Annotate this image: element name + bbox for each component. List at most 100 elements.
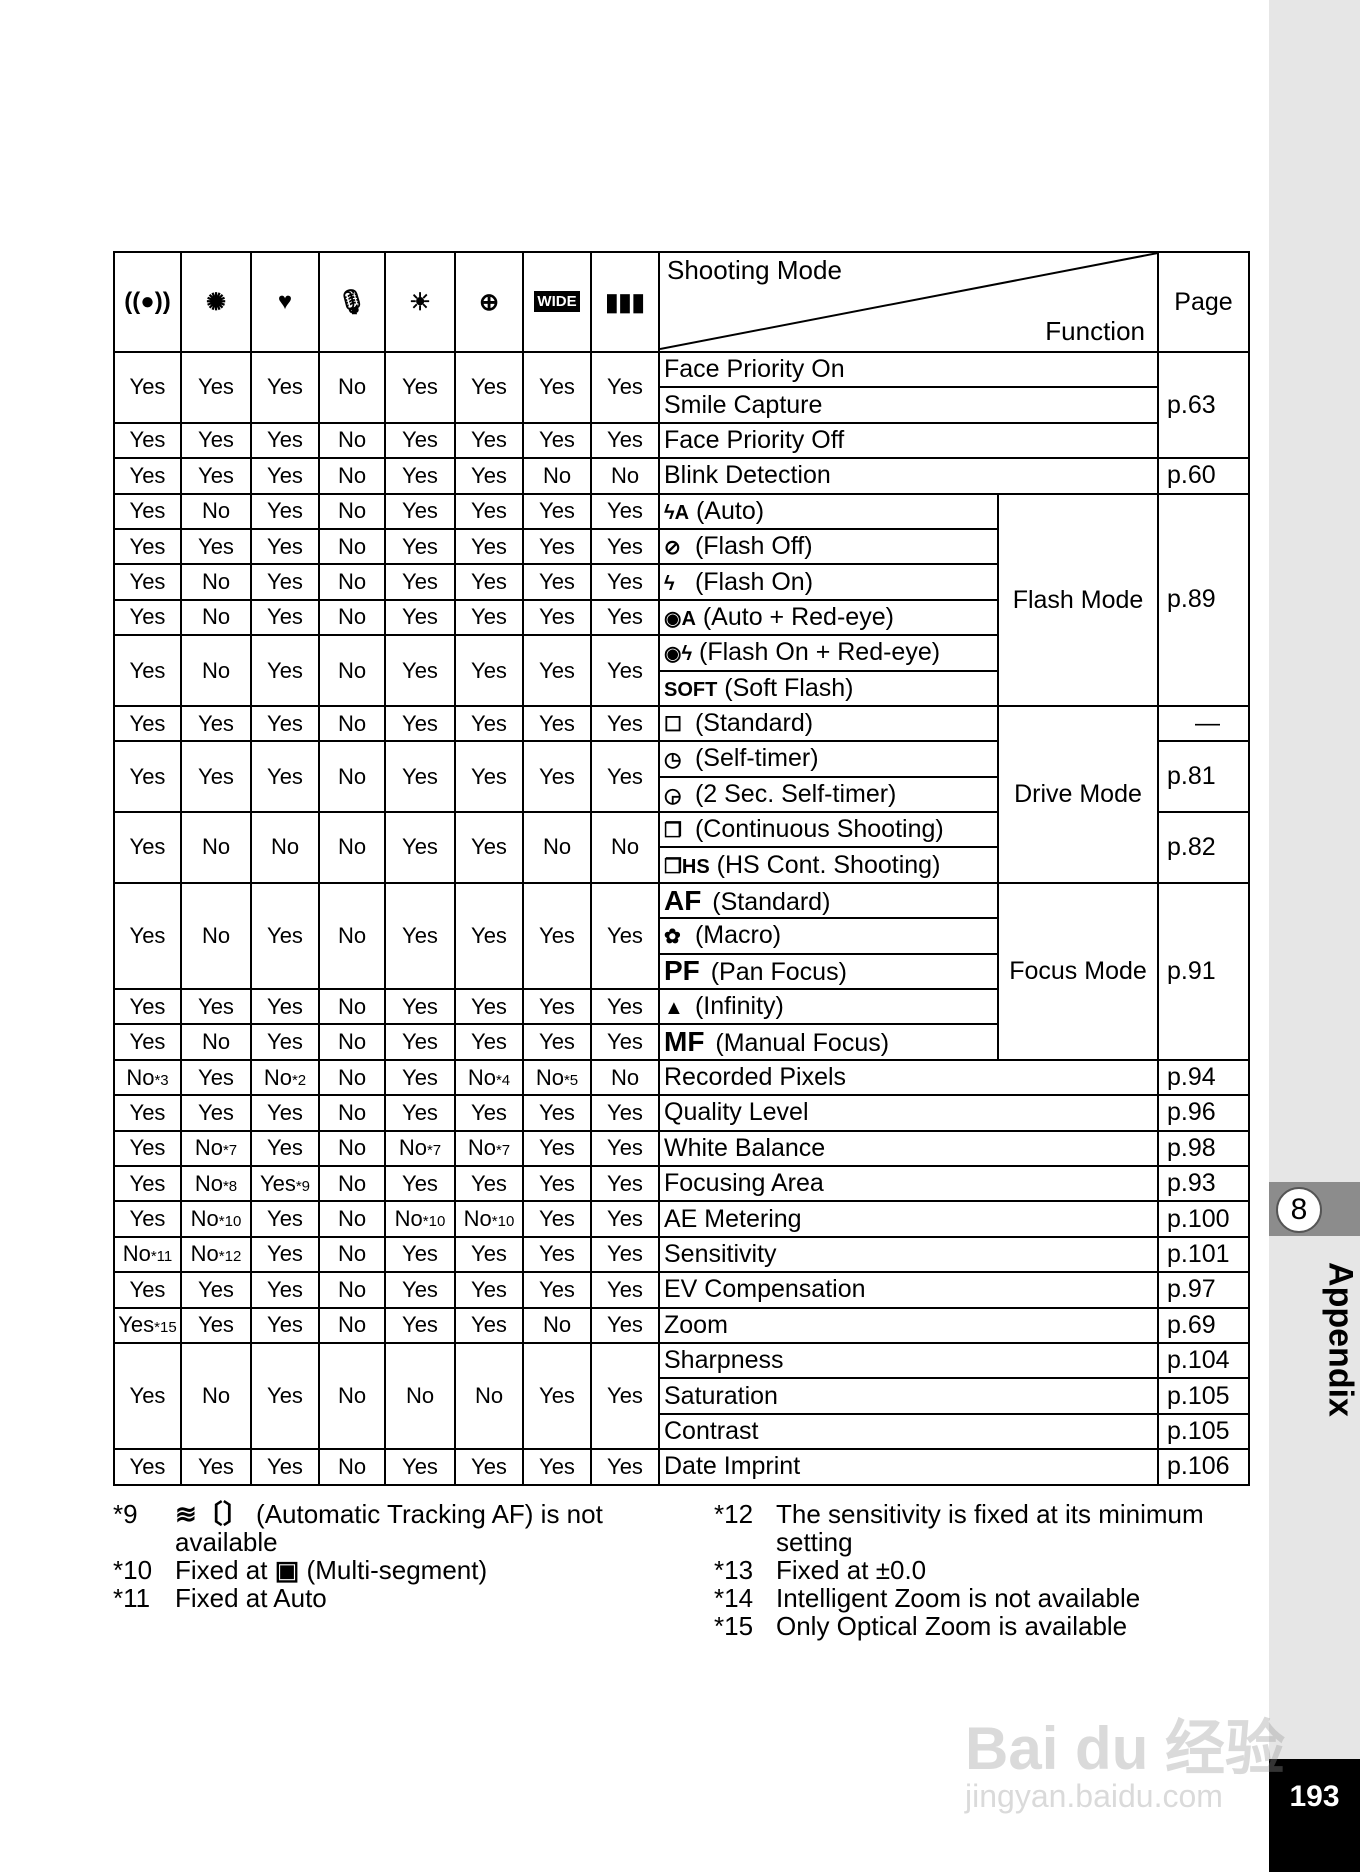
mode-value-cell: Yes — [590, 740, 660, 814]
page-reference: p.81 — [1157, 740, 1250, 814]
availability-value: No — [474, 1383, 504, 1409]
availability-value: Yes — [402, 710, 438, 736]
function-cell: PF (Pan Focus) — [658, 952, 999, 991]
table-row: ✿ (Macro) — [114, 917, 1249, 955]
mode-value-cell: Yes — [384, 1271, 456, 1309]
availability-value: Yes — [129, 1029, 166, 1055]
flash-auto-icon: ϟA — [664, 501, 690, 524]
mode-value-cell: Yes — [250, 492, 320, 530]
mode-value-cell: Yes — [384, 988, 456, 1026]
function-cell: ϟA (Auto) — [658, 492, 999, 530]
mode-value-cell: Yes — [454, 1306, 524, 1344]
page-reference: p.82 — [1157, 811, 1250, 884]
availability-value: Yes — [402, 569, 438, 595]
availability-value: No — [194, 1170, 223, 1196]
footnote-body: Fixed at Auto — [175, 1583, 327, 1613]
function-name: (Auto) — [695, 496, 765, 525]
availability-value: Yes — [129, 922, 166, 948]
function-cell: Focusing Area — [658, 1164, 1159, 1203]
mode-value-cell: Yes — [454, 704, 524, 743]
availability-value: Yes — [267, 657, 303, 683]
availability-value: Yes — [539, 1241, 575, 1267]
availability-value: Yes — [402, 462, 438, 488]
world-frame-icon: ⊕ — [478, 288, 500, 316]
footnote-text: The sensitivity is fixed at its minimum … — [776, 1500, 1246, 1556]
footnote-body: Only Optical Zoom is available — [776, 1611, 1128, 1641]
mode-value-cell: Yes — [522, 881, 592, 991]
footnote-ref: *9 — [295, 1177, 311, 1195]
function-cell: Saturation — [658, 1377, 1159, 1415]
footnote: *12 The sensitivity is fixed at its minim… — [714, 1500, 1254, 1560]
page-reference: — — [1157, 704, 1250, 743]
availability-value: No — [201, 657, 231, 683]
table-row: Contrast p.105 — [114, 1412, 1250, 1451]
footnote-ref: *15 — [154, 1319, 177, 1337]
footnote: *14 Intelligent Zoom is not available — [714, 1584, 1254, 1644]
availability-value: Yes — [267, 922, 303, 948]
mode-value-cell: No — [180, 492, 252, 530]
page-reference: p.91 — [1157, 881, 1250, 1061]
function-cell: ▲ (Infinity) — [658, 988, 999, 1026]
mode-value-cell: Yes — [113, 563, 182, 601]
availability-value: Yes — [198, 1099, 234, 1125]
mode-value-cell: Yes — [590, 563, 660, 601]
mode-value-cell: No*3 — [113, 1058, 182, 1097]
table-row: Yes No*10 Yes No No*10 No*10 Yes Yes AE Metering… — [113, 1200, 1250, 1238]
function-group-flash-mode: Flash Mode — [997, 492, 1159, 707]
mode-value-cell: Yes*9 — [250, 1164, 320, 1203]
function-cell: Zoom — [658, 1306, 1159, 1344]
function-name: (Auto + Red-eye) — [702, 602, 894, 631]
mode-value-cell: Yes — [113, 1164, 182, 1203]
availability-value: No — [467, 1135, 496, 1161]
mode-value-cell: No — [318, 1023, 386, 1061]
mode-value-cell: Yes — [590, 704, 660, 743]
table-row: Yes*15 Yes Yes No Yes Yes No Yes Zoom p.69 — [113, 1306, 1250, 1344]
availability-value: No — [542, 1312, 572, 1338]
function-name: Face Priority Off — [664, 425, 845, 454]
availability-value: Yes — [607, 374, 643, 400]
mode-value-cell: Yes — [113, 704, 182, 743]
availability-value: No — [201, 569, 231, 595]
availability-value: Yes — [607, 710, 643, 736]
availability-value: Yes — [471, 763, 507, 789]
footnote: *13 Fixed at ±0.0 — [714, 1556, 1254, 1616]
availability-value: Yes — [129, 1276, 166, 1302]
mode-value-cell: Yes — [522, 1448, 592, 1486]
mode-value-cell: Yes — [113, 1023, 182, 1061]
mode-value-cell: Yes — [250, 457, 320, 495]
mode-value-cell: No — [522, 1306, 592, 1344]
availability-value: Yes — [471, 1276, 507, 1302]
mode-value-cell: No — [180, 1023, 252, 1061]
mode-value-cell: No — [318, 351, 386, 424]
function-cell: Contrast — [658, 1412, 1159, 1451]
availability-value: Yes — [129, 1135, 166, 1161]
side-strip — [1269, 0, 1360, 1872]
diagonal-divider — [660, 253, 1158, 350]
footnote-text: Only Optical Zoom is available — [776, 1612, 1246, 1640]
function-name: White Balance — [664, 1133, 826, 1162]
page-reference: p.96 — [1157, 1094, 1250, 1132]
mode-value-cell: No — [180, 1341, 252, 1451]
availability-value: No — [337, 462, 367, 488]
mode-value-cell: Yes — [590, 1129, 660, 1167]
footnote-body: Fixed at ±0.0 — [776, 1555, 927, 1585]
mode-value-cell: Yes — [454, 1271, 524, 1309]
mode-value-cell: No — [318, 1058, 386, 1097]
mode-value-cell: Yes — [113, 492, 182, 530]
availability-value: Yes — [129, 657, 166, 683]
function-name: (HS Cont. Shooting) — [716, 850, 941, 879]
availability-value: Yes — [402, 604, 438, 630]
availability-value: No — [201, 1029, 231, 1055]
availability-value: Yes — [607, 1383, 643, 1409]
page-reference: p.101 — [1157, 1235, 1250, 1274]
function-cell: White Balance — [658, 1129, 1159, 1167]
availability-value: Yes — [402, 1453, 438, 1479]
availability-value: No — [337, 604, 367, 630]
footnote-number: *13 — [714, 1555, 754, 1585]
availability-value: No — [337, 922, 367, 948]
footnote-ref: *10 — [491, 1213, 515, 1231]
availability-value: Yes — [607, 604, 643, 630]
table-row: Yes Yes Yes No Yes Yes Yes Yes Face Priority On p… — [113, 350, 1250, 460]
availability-value: Yes — [198, 763, 234, 789]
function-cell: ◶ (2 Sec. Self-timer) — [658, 775, 999, 814]
